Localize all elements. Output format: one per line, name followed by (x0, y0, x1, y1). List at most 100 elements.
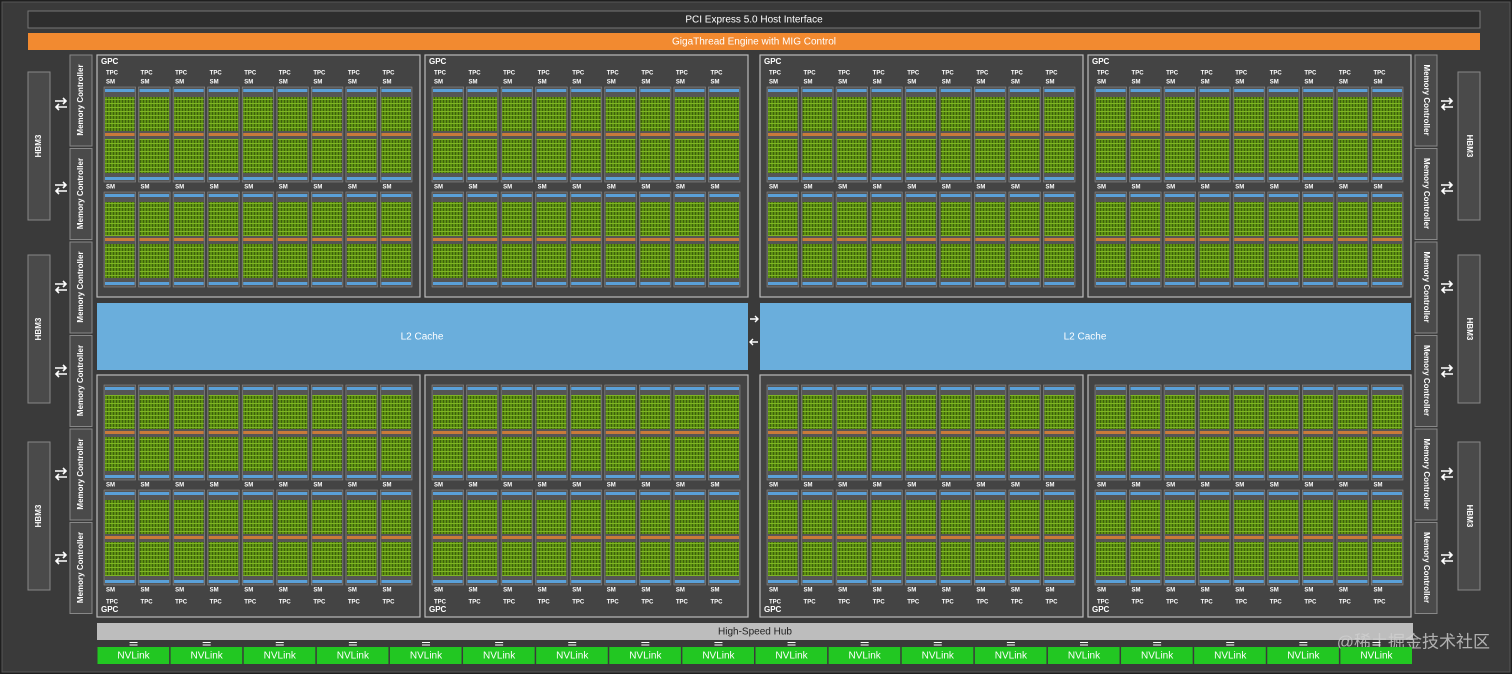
sm-cores (1372, 202, 1402, 236)
sm-cache-strip (433, 282, 463, 285)
sm-cache-strip (1044, 194, 1074, 197)
sm-cores (940, 202, 971, 236)
tpc-label: TPC (1339, 600, 1352, 606)
sm-cores (502, 97, 532, 131)
sm-cores (674, 97, 705, 131)
sm-cache-strip (1268, 580, 1299, 583)
arrow-icon (1440, 467, 1454, 481)
sm-cache-strip (174, 580, 204, 583)
sm-divider (837, 238, 867, 241)
sm-cache-strip (768, 194, 798, 197)
sm-cache-strip (1234, 194, 1264, 197)
sm-divider (1268, 133, 1299, 136)
sm-label: SM (382, 185, 391, 191)
sm-cores (277, 500, 308, 534)
sm-label: SM (469, 483, 478, 489)
sm-label: SM (503, 80, 512, 86)
sm-label: SM (572, 588, 581, 594)
watermark: @稀土掘金技术社区 (1337, 632, 1490, 651)
sm-cache-strip (1199, 282, 1230, 285)
sm-cores (709, 395, 739, 429)
tpc-label: TPC (907, 71, 920, 77)
sm-cache-strip (139, 387, 170, 390)
sm-label: SM (1304, 80, 1313, 86)
sm-cache-strip (1009, 177, 1040, 180)
sm-cores (346, 139, 377, 173)
sm-divider (346, 431, 377, 434)
nvlink-label: NVLink (1287, 651, 1320, 662)
sm-cores (837, 202, 867, 236)
sm-label: SM (348, 80, 357, 86)
nvlink-arrow (1226, 642, 1235, 646)
sm-cache-strip (571, 177, 601, 180)
sm-divider (940, 238, 971, 241)
sm-label: SM (641, 80, 650, 86)
sm-divider (571, 238, 601, 241)
sm-cores (208, 244, 239, 278)
sm-cache-strip (1372, 492, 1402, 495)
sm-divider (906, 133, 936, 136)
sm-cores (208, 202, 239, 236)
pcie-label: PCI Express 5.0 Host Interface (685, 15, 823, 26)
nvlink-box (243, 647, 316, 664)
sm-cache-strip (536, 492, 567, 495)
sm-divider (1337, 431, 1368, 434)
sm-cache-strip (1337, 475, 1368, 478)
sm-label: SM (1373, 80, 1382, 86)
memory-controller-box (69, 148, 93, 240)
sm-cores (871, 97, 902, 131)
sm-divider (105, 238, 135, 241)
sm-cache-strip (1268, 282, 1299, 285)
sm-cache-strip (174, 177, 204, 180)
sm-cache-strip (243, 282, 273, 285)
sm-cores (139, 395, 170, 429)
sm-divider (381, 133, 411, 136)
sm-cache-strip (536, 580, 567, 583)
sm-cores (105, 395, 135, 429)
tpc-label: TPC (175, 71, 188, 77)
sm-divider (640, 133, 670, 136)
sm-cores (312, 395, 342, 429)
sm-divider (1268, 431, 1299, 434)
sm-divider (139, 431, 170, 434)
sm-cache-strip (1372, 89, 1402, 92)
sm-cache-strip (837, 194, 867, 197)
tpc-label: TPC (1270, 71, 1283, 77)
sm-cores (975, 244, 1005, 278)
sm-cache-strip (243, 580, 273, 583)
sm-cores (243, 542, 273, 576)
sm-cache-strip (277, 177, 308, 180)
sm-label: SM (210, 483, 219, 489)
sm-cores (1009, 395, 1040, 429)
sm-divider (243, 431, 273, 434)
sm-cache-strip (1130, 475, 1161, 478)
sm-cache-strip (975, 475, 1005, 478)
sm-cores (1303, 395, 1333, 429)
sm-divider (1009, 238, 1040, 241)
sm-cache-strip (802, 387, 833, 390)
tpc-label: TPC (382, 600, 395, 606)
sm-label: SM (175, 80, 184, 86)
sm-cache-strip (139, 89, 170, 92)
sm-cache-strip (1096, 387, 1126, 390)
sm-cache-strip (433, 194, 463, 197)
nvlink-arrow (1006, 642, 1015, 646)
sm-cache-strip (1268, 475, 1299, 478)
sm-cache-strip (243, 387, 273, 390)
sm-cache-strip (174, 282, 204, 285)
sm-divider (105, 133, 135, 136)
hbm-box (1457, 71, 1481, 221)
sm-label: SM (538, 588, 547, 594)
sm-cache-strip (837, 580, 867, 583)
sm-cores (768, 500, 798, 534)
sm-cores (1199, 97, 1230, 131)
sm-label: SM (538, 483, 547, 489)
sm-divider (1372, 431, 1402, 434)
sm-label: SM (106, 483, 115, 489)
sm-label: SM (382, 588, 391, 594)
sm-cores (536, 437, 567, 471)
memory-controller-label: Memory Controller (76, 345, 85, 416)
tpc-label: TPC (1097, 71, 1110, 77)
sm-cache-strip (433, 387, 463, 390)
sm-label: SM (141, 588, 150, 594)
